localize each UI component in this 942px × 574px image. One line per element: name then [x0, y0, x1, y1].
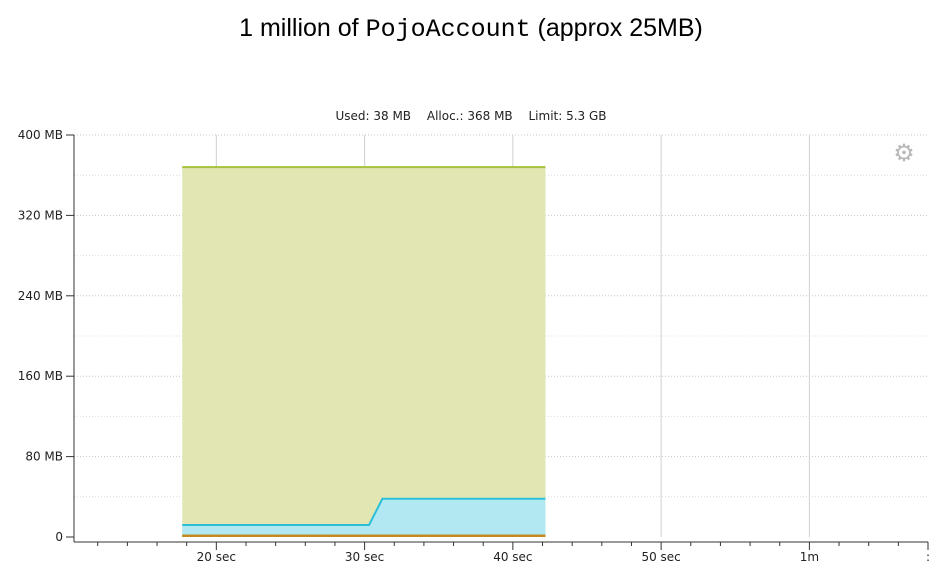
heading-class-name: PojoAccount: [365, 15, 531, 44]
heading-prefix: 1 million of: [239, 14, 366, 42]
x-tick-label: 40 sec: [493, 550, 532, 564]
area-used: [182, 498, 546, 537]
x-tick-label: 20 sec: [197, 550, 236, 564]
area-alloc: [182, 167, 546, 537]
limit-stat: Limit: 5.3 GB: [528, 109, 607, 123]
y-tick-label: 0: [55, 530, 63, 544]
alloc-stat: Alloc.: 368 MB: [426, 109, 513, 123]
memory-stats: Used: 38 MB Alloc.: 368 MB Limit: 5.3 GB: [0, 109, 942, 123]
x-tick-label: 50 sec: [641, 550, 680, 564]
y-tick-label: 400 MB: [18, 128, 63, 142]
y-tick-label: 80 MB: [25, 450, 63, 464]
chart-heading: 1 million of PojoAccount (approx 25MB): [0, 14, 942, 44]
used-stat: Used: 38 MB: [335, 109, 412, 123]
line-used: [182, 497, 546, 526]
heading-suffix: (approx 25MB): [530, 14, 703, 42]
y-tick-label: 320 MB: [18, 208, 63, 222]
x-tick-label: :: [926, 550, 930, 564]
x-tick-label: 1m: [800, 550, 819, 564]
x-tick-label: 30 sec: [345, 550, 384, 564]
y-tick-label: 240 MB: [18, 289, 63, 303]
gear-icon[interactable]: ⚙: [893, 139, 915, 167]
y-tick-label: 160 MB: [18, 369, 63, 383]
